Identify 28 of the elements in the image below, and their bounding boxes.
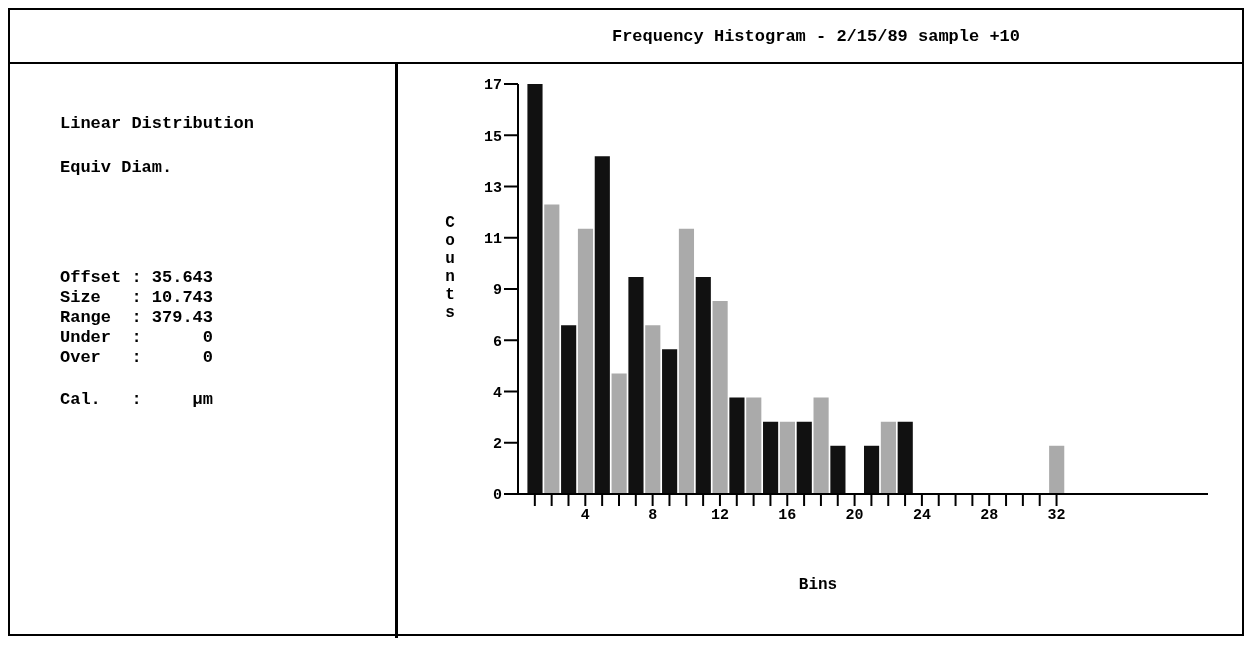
chart-title: Frequency Histogram - 2/15/89 sample +10 — [10, 10, 1242, 64]
text: Range : 379.43 — [60, 308, 215, 328]
y-tick-label: 17 — [483, 77, 502, 95]
x-tick-label: 16 — [778, 506, 797, 524]
x-tick-label: 12 — [710, 506, 729, 524]
x-tick-label: 8 — [648, 506, 658, 524]
text: Offset : 35.643 — [60, 268, 215, 288]
y-tick-label: 2 — [492, 436, 502, 454]
text: Equiv Diam. — [60, 158, 174, 178]
text: Size : 10.743 — [60, 288, 215, 308]
y-tick-label: 4 — [492, 384, 502, 402]
y-tick-label: 9 — [492, 282, 502, 300]
text: Cal. : µm — [60, 390, 215, 410]
text: Under : 0 — [60, 328, 215, 348]
y-tick-label: 11 — [483, 231, 502, 249]
y-axis-title: Counts — [441, 214, 459, 322]
x-tick-label: 32 — [1047, 506, 1066, 524]
y-tick-label: 13 — [483, 179, 502, 197]
y-tick-label: 6 — [492, 333, 502, 351]
y-tick-label: 15 — [483, 128, 502, 146]
text: Over : 0 — [60, 348, 215, 368]
x-tick-label: 4 — [580, 506, 590, 524]
x-tick-label: 28 — [980, 506, 999, 524]
text: Linear Distribution — [60, 114, 255, 134]
y-tick-label: 0 — [492, 487, 502, 505]
x-tick-label: 20 — [845, 506, 864, 524]
x-axis-title: Bins — [797, 576, 839, 594]
x-tick-label: 24 — [912, 506, 931, 524]
